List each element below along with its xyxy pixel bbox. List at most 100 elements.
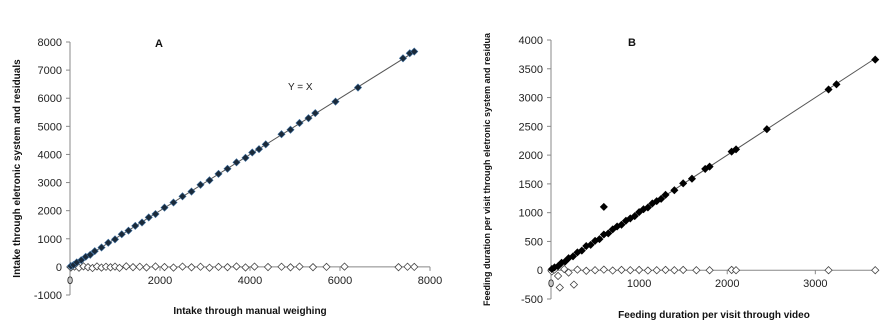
panel-a-open-point xyxy=(250,262,259,271)
panel-a-filled-point xyxy=(353,83,363,92)
panel-a-open-point xyxy=(122,262,131,271)
panel-a-open-point xyxy=(308,263,318,272)
panel-a-filled-point xyxy=(117,230,126,239)
panel-b-filled-point xyxy=(687,174,696,183)
panel-a-y-tick-label: 8000 xyxy=(38,37,62,49)
panel-a-open-point xyxy=(142,263,151,272)
panel-a-filled-point xyxy=(295,118,304,127)
panel-a-filled-point xyxy=(248,148,257,157)
panel-b-filled-point xyxy=(732,145,741,154)
panel-a-open-point xyxy=(394,263,403,272)
panel-a-filled-point xyxy=(304,114,313,123)
panel-a-y-tick-label: 0 xyxy=(56,262,62,274)
panel-b-filled-point xyxy=(569,252,578,261)
panel-a-filled-point xyxy=(331,97,340,106)
panel-b-filled-point xyxy=(679,179,688,188)
panel-b-filled-point xyxy=(661,190,670,199)
panel-b-filled-point xyxy=(604,229,613,238)
panel-a-open-point xyxy=(178,262,187,271)
panel-b-y-tick-label: 2000 xyxy=(519,150,543,162)
panel-b-filled-point xyxy=(657,194,666,203)
panel-b-open-point xyxy=(560,264,569,274)
panel-a-filled-point xyxy=(261,140,270,149)
panel-a-filled-point xyxy=(178,192,187,201)
panel-b-y-tick-label: 3500 xyxy=(519,64,543,76)
panel-a-y-tick-label: 1000 xyxy=(38,234,62,246)
panel-a-open-point xyxy=(286,263,295,272)
panel-a-filled-point xyxy=(144,213,153,222)
panel-b-open-point xyxy=(555,283,564,292)
panel-b-x-tick-label: 0 xyxy=(548,278,554,290)
panel-a-filled-point xyxy=(131,221,140,230)
panel-a-open-point xyxy=(263,262,273,272)
panel-a-filled-point xyxy=(410,47,419,56)
panel-a-filled-point xyxy=(86,250,95,259)
panel-a-open-point xyxy=(205,263,214,272)
panel-b-y-axis-label: Feeding duration per visit through eletr… xyxy=(482,32,492,306)
panel-a-filled-point xyxy=(277,130,286,139)
panel-b-x-tick-label: 1000 xyxy=(627,278,651,290)
panel-a-filled-point xyxy=(311,109,320,118)
panel-b-filled-point xyxy=(643,203,652,212)
panel-a-filled-point xyxy=(104,238,113,247)
panel-b-open-point xyxy=(634,265,644,275)
panel-a-annotation: Y = X xyxy=(288,82,313,93)
panel-a-filled-point xyxy=(77,256,86,265)
panel-a-label: A xyxy=(155,38,163,50)
panel-a-y-tick-label: 6000 xyxy=(38,93,62,105)
panel-a-filled-point xyxy=(286,125,295,134)
panel-b-open-point xyxy=(643,266,653,275)
panel-b-filled-point xyxy=(705,162,714,171)
panel-b-open-point xyxy=(661,265,670,275)
panel-b-open-point xyxy=(670,266,679,275)
panel-b-filled-point xyxy=(599,202,608,211)
panel-b-open-point xyxy=(582,266,591,275)
panel-b-open-point xyxy=(590,266,600,275)
panel-a-y-tick-label: 7000 xyxy=(38,65,62,77)
panel-a-open-point xyxy=(340,262,349,271)
panel-b-y-tick-label: 1000 xyxy=(519,208,543,220)
panel-b-open-point xyxy=(573,265,582,274)
panel-a-open-point xyxy=(169,263,178,272)
panel-b-filled-point xyxy=(586,240,595,249)
panel-a-y-tick-label: 5000 xyxy=(38,121,62,133)
panel-b-y-tick-label: 4000 xyxy=(519,35,543,47)
panel-a-filled-point xyxy=(124,226,133,235)
panel-a-open-point xyxy=(115,263,124,273)
panel-a-filled-point xyxy=(232,158,241,167)
panel-a-y-tick-label: 4000 xyxy=(38,149,62,161)
panel-a-x-tick-label: 4000 xyxy=(238,275,262,287)
panel-a-filled-point xyxy=(196,180,205,189)
panel-b-open-point xyxy=(652,266,661,275)
panel-b-open-point xyxy=(678,265,688,275)
panel-a-y-tick-label: -1000 xyxy=(34,290,62,302)
panel-b-y-tick-label: 2500 xyxy=(519,121,543,133)
panel-a-open-point xyxy=(410,262,419,272)
panel-b-filled-point xyxy=(762,125,771,134)
panel-b-filled-point xyxy=(577,246,586,255)
panel-b-x-tick-label: 3000 xyxy=(803,278,827,290)
panel-b-filled-point xyxy=(824,85,833,94)
panel-a-open-point xyxy=(187,263,196,272)
panel-a-y-tick-label: 3000 xyxy=(38,178,62,190)
panel-a-open-point xyxy=(160,262,169,272)
panel-b-filled-point xyxy=(595,235,604,244)
panel-b-open-point xyxy=(824,266,833,275)
panel-a-x-tick-label: 2000 xyxy=(148,275,172,287)
panel-b-open-point xyxy=(569,280,579,289)
panel-a-y-tick-label: 2000 xyxy=(38,206,62,218)
panel-a-filled-point xyxy=(241,153,250,162)
panel-a-filled-point xyxy=(90,247,99,256)
panel-a-open-point xyxy=(223,263,232,272)
panel-b-open-point xyxy=(705,266,714,275)
panel-a-open-point xyxy=(196,262,205,271)
panel-b-open-point xyxy=(553,271,563,281)
panel-b-open-point xyxy=(626,266,635,275)
panel-b-open-point xyxy=(608,266,617,275)
panel-b-filled-point xyxy=(630,212,639,221)
panel-a-filled-point xyxy=(254,145,264,154)
panel-a-filled-point xyxy=(223,164,232,173)
panel-a-filled-point xyxy=(160,203,169,212)
panel-a-filled-point xyxy=(151,210,160,219)
